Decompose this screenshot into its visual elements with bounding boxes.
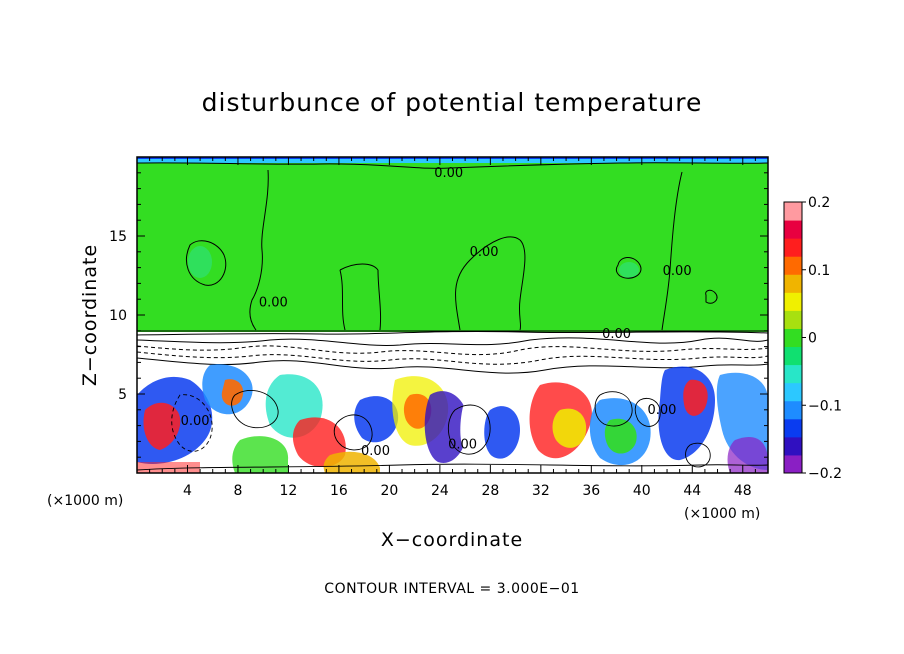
contour-label: 0.00 — [470, 245, 499, 260]
contour-labels: 0.00 0.00 0.00 0.00 0.00 0.00 0.00 0.00 0.00 — [181, 166, 692, 459]
contour-label: 0.00 — [663, 264, 692, 279]
contour-label: 0.00 — [648, 403, 677, 418]
upper-blob — [188, 246, 212, 278]
contour-label: 0.00 — [259, 295, 288, 310]
x-tick-label: 24 — [431, 483, 449, 499]
upper-contours — [137, 162, 768, 331]
y-axis: 5 10 15 — [109, 172, 768, 458]
lower-contours — [137, 390, 768, 471]
colorbar-swatch — [784, 346, 802, 366]
contour-label: 0.00 — [181, 414, 210, 429]
colorbar-swatch — [784, 202, 802, 221]
x-tick-label: 40 — [633, 483, 651, 499]
x-tick-label: 28 — [481, 483, 499, 499]
colorbar-tick-label: −0.2 — [808, 466, 842, 482]
x-axis-title: X−coordinate — [381, 529, 523, 551]
x-tick-label: 36 — [582, 483, 600, 499]
colorbar-swatch — [784, 400, 802, 420]
colorbar-swatch — [784, 220, 802, 239]
x-unit-left: (×1000 m) — [47, 493, 123, 509]
x-tick-label: 44 — [683, 483, 701, 499]
colorbar-swatch — [784, 274, 802, 293]
x-tick-label: 4 — [183, 483, 192, 499]
colorbar-tick-label: 0.1 — [808, 263, 830, 279]
colorbar-swatch — [784, 364, 802, 384]
y-axis-title: Z−coordinate — [79, 244, 101, 386]
x-tick-label: 48 — [734, 483, 752, 499]
y-tick-label: 15 — [109, 229, 127, 245]
x-tick-label: 8 — [233, 483, 242, 499]
x-tick-label: 32 — [532, 483, 550, 499]
colorbar-swatch — [784, 328, 802, 348]
turbulent-structures — [137, 364, 768, 473]
colorbar-swatch — [784, 310, 802, 329]
upper-layer-fill — [137, 157, 768, 332]
x-tick-label: 12 — [280, 483, 298, 499]
colorbar-tick-label: −0.1 — [808, 398, 842, 414]
y-tick-label: 10 — [109, 308, 127, 324]
contour-label: 0.00 — [602, 327, 631, 342]
temperature-field — [137, 157, 768, 473]
contour-label: 0.00 — [434, 166, 463, 181]
colorbar-swatch — [784, 418, 802, 438]
colorbar: 0.2 0.1 0 −0.1 −0.2 — [783, 195, 842, 482]
colorbar-swatch — [784, 238, 802, 257]
contour-label: 0.00 — [361, 444, 390, 459]
x-axis: 4 8 12 16 20 24 28 32 36 40 44 48 — [149, 157, 756, 499]
colorbar-swatch — [784, 256, 802, 275]
x-tick-label: 16 — [330, 483, 348, 499]
chart-title: disturbunce of potential temperature — [202, 88, 703, 117]
x-tick-label: 20 — [380, 483, 398, 499]
colorbar-tick-label: 0 — [808, 331, 817, 347]
colorbar-swatch — [784, 382, 802, 402]
x-unit-right: (×1000 m) — [684, 506, 760, 522]
contour-interval-note: CONTOUR INTERVAL = 3.000E−01 — [324, 581, 579, 597]
inversion-contours — [137, 330, 768, 374]
colorbar-tick-label: 0.2 — [808, 195, 830, 211]
colorbar-swatch — [784, 454, 802, 474]
colorbar-swatch — [784, 436, 802, 456]
colorbar-swatch — [784, 292, 802, 311]
y-tick-label: 5 — [118, 387, 127, 403]
contour-label: 0.00 — [448, 438, 477, 453]
upper-blob — [619, 262, 639, 278]
